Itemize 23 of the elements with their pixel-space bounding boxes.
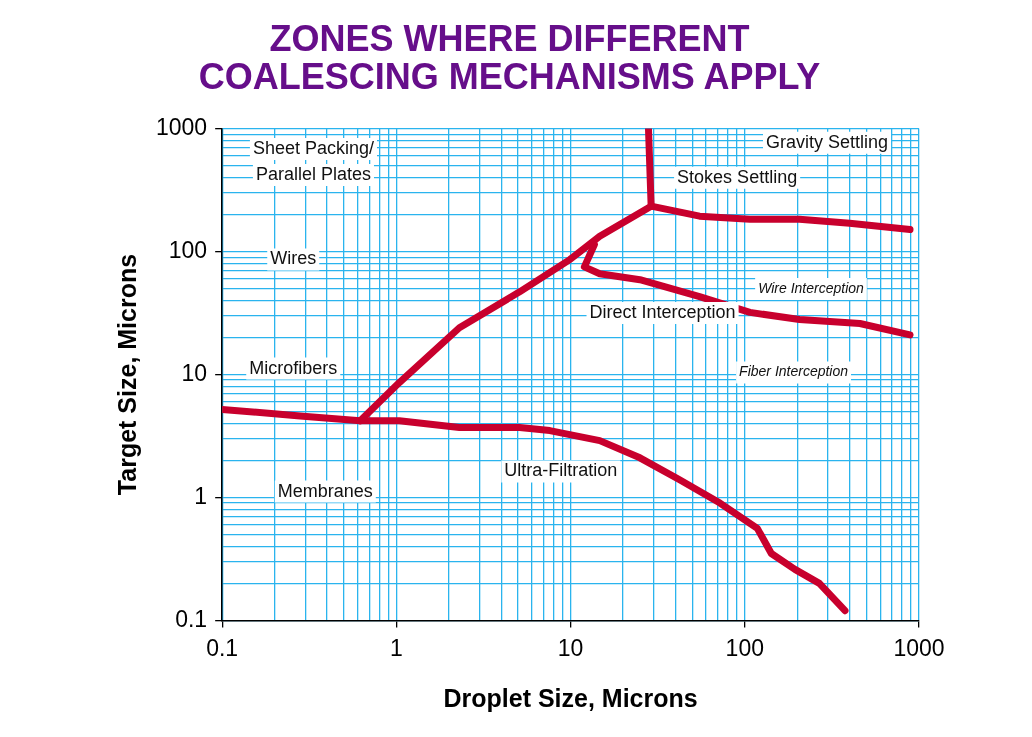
x-tick-label: 10	[557, 634, 584, 661]
y-tick-label: 10	[181, 359, 208, 386]
annotation: Stokes Settling	[677, 166, 798, 187]
annotation: Wires	[270, 248, 317, 269]
x-tick-label: 100	[725, 634, 764, 661]
annotation: Wire Interception	[758, 279, 865, 296]
x-tick-label: 1000	[893, 634, 945, 661]
y-tick-label: 1	[194, 482, 208, 509]
y-tick-label: 100	[168, 236, 208, 263]
annotation: Fiber Interception	[739, 363, 849, 380]
x-axis-title: Droplet Size, Microns	[443, 683, 698, 712]
x-tick-label: 1	[389, 634, 403, 661]
annotation: Membranes	[277, 480, 373, 501]
annotation: Direct Interception	[589, 301, 736, 322]
annotation: Gravity Settling	[765, 131, 889, 152]
y-tick-label: 1000	[155, 113, 208, 140]
annotation: Microfibers	[249, 357, 338, 378]
annotation: Sheet Packing/ Parallel Plates	[252, 138, 374, 185]
y-axis-title: Target Size, Microns	[112, 253, 141, 496]
annotation: Ultra-Filtration	[504, 460, 618, 481]
y-tick-label: 0.1	[175, 605, 208, 632]
chart-title: ZONES WHERE DIFFERENT COALESCING MECHANISMS APPLY	[198, 17, 821, 97]
x-tick-label: 0.1	[206, 634, 239, 661]
